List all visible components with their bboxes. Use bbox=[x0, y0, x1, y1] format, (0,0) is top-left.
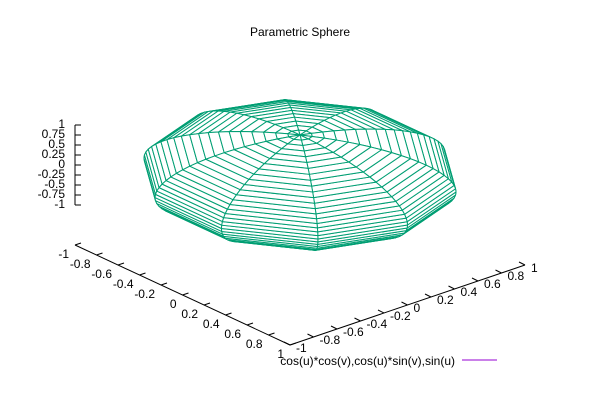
y-tick bbox=[448, 285, 455, 290]
x-tick-label: -0.8 bbox=[70, 257, 91, 271]
x-tick-label: 0 bbox=[170, 297, 177, 311]
x-tick-label: -0.6 bbox=[91, 267, 112, 281]
x-tick-label: 0.8 bbox=[246, 337, 263, 351]
z-tick-label: -0.5 bbox=[44, 177, 65, 191]
y-tick-label: 0.8 bbox=[508, 269, 525, 283]
x-tick bbox=[203, 302, 211, 306]
y-tick-label: -0.4 bbox=[367, 317, 388, 331]
y-tick bbox=[377, 309, 385, 314]
x-tick bbox=[96, 252, 103, 256]
x-tick bbox=[160, 282, 168, 286]
y-tick-label: 0 bbox=[414, 301, 421, 315]
z-tick-label: -1 bbox=[54, 197, 65, 211]
y-tick bbox=[424, 293, 432, 298]
x-tick-label: 0.2 bbox=[181, 307, 198, 321]
x-tick bbox=[289, 342, 297, 346]
x-tick-label: -1 bbox=[58, 247, 69, 261]
x-tick bbox=[225, 312, 232, 316]
x-tick bbox=[117, 262, 125, 266]
y-tick-label: -0.8 bbox=[320, 333, 341, 347]
x-tick bbox=[268, 332, 275, 336]
y-tick-label: -1 bbox=[296, 341, 307, 355]
z-tick-label: 1 bbox=[58, 117, 65, 131]
x-tick bbox=[182, 292, 189, 296]
y-tick-label: 1 bbox=[531, 261, 538, 275]
y-tick-label: 0.2 bbox=[437, 293, 454, 307]
y-tick-label: -0.2 bbox=[390, 309, 411, 323]
x-tick bbox=[139, 272, 146, 276]
x-tick-label: 1 bbox=[277, 347, 284, 361]
y-tick bbox=[495, 269, 502, 274]
chart-title: Parametric Sphere bbox=[250, 25, 350, 39]
z-tick-label: 0.75 bbox=[42, 127, 66, 141]
x-tick-label: -0.2 bbox=[134, 287, 155, 301]
y-tick-label: -0.6 bbox=[343, 325, 364, 339]
surface-face bbox=[258, 163, 310, 175]
x-tick-label: 0.4 bbox=[203, 317, 220, 331]
y-tick bbox=[518, 261, 526, 266]
z-tick-label: 0.5 bbox=[48, 137, 65, 151]
y-tick bbox=[401, 301, 408, 306]
y-tick-label: 0.4 bbox=[461, 285, 478, 299]
z-tick-label: 0 bbox=[58, 157, 65, 171]
legend-label: cos(u)*cos(v),cos(u)*sin(v),sin(u) bbox=[280, 354, 455, 368]
y-tick bbox=[307, 333, 314, 338]
y-tick bbox=[283, 341, 291, 346]
y-tick bbox=[471, 277, 479, 282]
x-tick-label: 0.6 bbox=[224, 327, 241, 341]
y-tick bbox=[330, 325, 338, 330]
y-tick bbox=[354, 317, 361, 322]
z-tick-label: -0.25 bbox=[38, 167, 66, 181]
z-tick-label: 0.25 bbox=[42, 147, 66, 161]
x-tick bbox=[246, 322, 254, 326]
z-tick-label: -0.75 bbox=[38, 187, 66, 201]
x-tick bbox=[74, 242, 82, 246]
y-tick-label: 0.6 bbox=[484, 277, 501, 291]
x-tick-label: -0.4 bbox=[113, 277, 134, 291]
